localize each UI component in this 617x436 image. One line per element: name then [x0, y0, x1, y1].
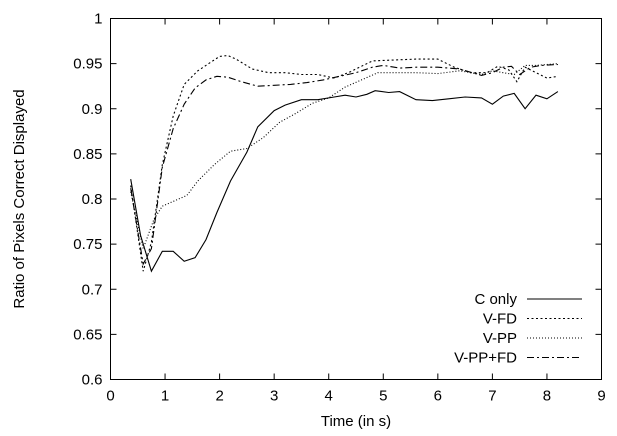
plot-frame [110, 18, 602, 380]
series-line-1 [130, 90, 559, 273]
series-line-3 [130, 63, 558, 251]
x-tick-label: 0 [106, 388, 114, 405]
x-tick-label: 9 [597, 388, 605, 405]
x-axis-title: Time (in s) [321, 413, 391, 430]
y-tick-label: 0.8 [82, 191, 103, 208]
y-tick-label: 0.85 [73, 146, 102, 163]
y-tick-label: 0.9 [82, 101, 103, 118]
x-tick-label: 7 [488, 388, 496, 405]
y-axis-title: Ratio of Pixels Correct Displayed [11, 89, 28, 308]
x-axis: 0 1 2 3 4 5 6 7 8 9 [106, 18, 606, 405]
x-tick-label: 4 [325, 388, 333, 405]
y-tick-label: 0.75 [73, 236, 102, 253]
y-tick-label: 1 [94, 11, 102, 28]
legend: C only V-FD V-PP V-PP+FD [454, 291, 582, 367]
x-tick-label: 5 [379, 388, 387, 405]
x-tick-label: 8 [543, 388, 551, 405]
legend-label: V-PP+FD [454, 350, 517, 367]
series-lines [130, 54, 559, 273]
x-tick-label: 3 [270, 388, 278, 405]
y-axis: 0.6 0.65 0.7 0.75 0.8 0.85 0.9 0.95 1 [73, 11, 602, 389]
x-tick-label: 6 [434, 388, 442, 405]
y-tick-label: 0.7 [82, 281, 103, 298]
legend-label: C only [474, 291, 517, 308]
y-tick-label: 0.95 [73, 56, 102, 73]
y-tick-label: 0.65 [73, 326, 102, 343]
legend-label: V-PP [483, 330, 517, 347]
legend-label: V-FD [483, 311, 517, 328]
x-tick-label: 2 [215, 388, 223, 405]
y-tick-label: 0.6 [82, 372, 103, 389]
series-line-2 [130, 54, 558, 272]
series-line-4 [130, 63, 558, 266]
x-tick-label: 1 [161, 388, 169, 405]
